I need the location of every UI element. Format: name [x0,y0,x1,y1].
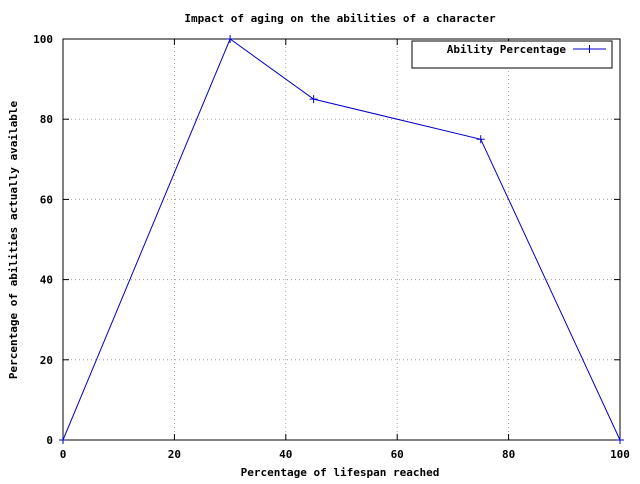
plot-frame [62,38,621,441]
x-tick-label: 60 [391,448,404,461]
chart-title: Impact of aging on the abilities of a ch… [184,12,496,25]
y-axis-label: Percentage of abilities actually availab… [7,101,20,380]
y-tick-label: 100 [33,33,53,46]
x-axis-label: Percentage of lifespan reached [241,466,440,479]
y-tick-label: 40 [40,274,53,287]
x-tick-label: 20 [168,448,181,461]
x-tick-label: 100 [610,448,630,461]
legend: Ability Percentage [411,40,613,69]
data-point-marker [226,35,235,43]
legend-label: Ability Percentage [447,43,567,56]
legend-box [411,40,613,69]
x-tick-label: 80 [502,448,515,461]
series-line [62,38,621,441]
y-tick-label: 20 [40,354,53,367]
grid-layer [63,39,620,440]
data-point-marker [476,135,485,144]
y-tick-label: 0 [46,434,53,447]
tick-layer: 0 20 40 60 80 100 0 20 40 60 80 100 [33,33,630,461]
data-point-marker [616,436,624,444]
series-layer [59,35,624,444]
x-tick-label: 0 [60,448,67,461]
data-point-marker [59,436,67,444]
data-point-marker [309,95,318,104]
legend-marker [585,45,594,53]
y-tick-label: 60 [40,193,53,206]
x-tick-label: 40 [279,448,292,461]
y-tick-label: 80 [40,113,53,126]
